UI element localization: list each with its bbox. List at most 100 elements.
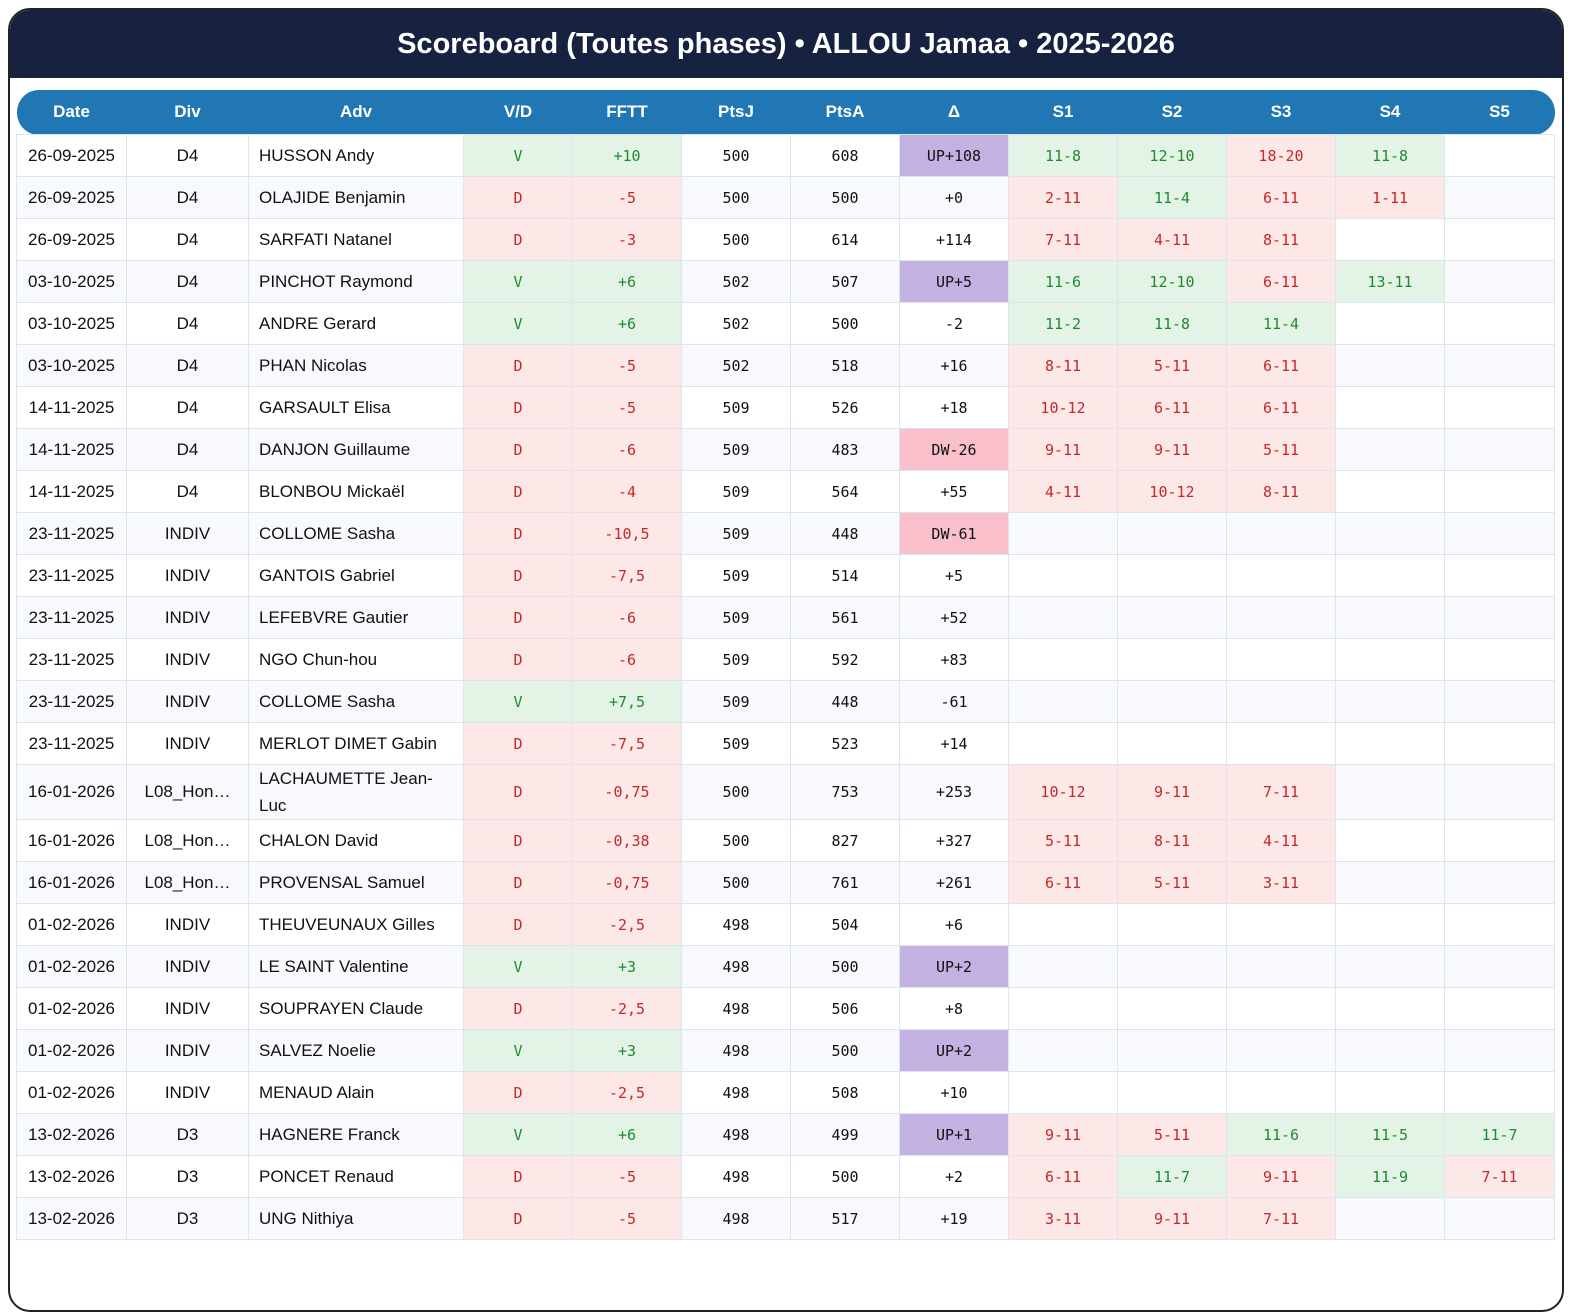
- fftt-points-cell: +10: [572, 134, 682, 177]
- set-3-cell: [1226, 903, 1336, 946]
- column-header-s3[interactable]: S3: [1226, 90, 1336, 135]
- table-row[interactable]: 01-02-2026 INDIV SOUPRAYEN Claude D -2,5 498 5…: [16, 987, 1555, 1030]
- table-row[interactable]: 26-09-2025 D4 OLAJIDE Benjamin D -5 500 500 +0 2…: [16, 176, 1555, 219]
- table-row[interactable]: 26-09-2025 D4 HUSSON Andy V +10 500 608 UP+108 1…: [16, 134, 1555, 177]
- column-header-ptsj[interactable]: PtsJ: [681, 90, 791, 135]
- division-cell: D4: [126, 386, 249, 429]
- set-5-cell: 11-7: [1444, 1113, 1555, 1156]
- column-header-s4[interactable]: S4: [1335, 90, 1445, 135]
- set-3-cell: 5-11: [1226, 428, 1336, 471]
- fftt-points-cell: -3: [572, 218, 682, 261]
- delta-cell: +2: [899, 1155, 1009, 1198]
- table-row[interactable]: 14-11-2025 D4 GARSAULT Elisa D -5 509 526 +18 10…: [16, 386, 1555, 429]
- opponent-cell: OLAJIDE Benjamin: [248, 176, 464, 219]
- set-5-cell: [1444, 861, 1555, 904]
- table-row[interactable]: 01-02-2026 INDIV LE SAINT Valentine V +3 498 5…: [16, 945, 1555, 988]
- table-row[interactable]: 01-02-2026 INDIV THEUVEUNAUX Gilles D -2,5 49…: [16, 903, 1555, 946]
- set-4-cell: 11-9: [1335, 1155, 1445, 1198]
- opponent-points-cell: 508: [790, 1071, 900, 1114]
- player-points-cell: 502: [681, 344, 791, 387]
- opponent-cell: PINCHOT Raymond: [248, 260, 464, 303]
- opponent-cell: SARFATI Natanel: [248, 218, 464, 261]
- delta-cell: +6: [899, 903, 1009, 946]
- set-2-cell: [1117, 945, 1227, 988]
- result-cell: D: [463, 987, 573, 1030]
- fftt-points-cell: -4: [572, 470, 682, 513]
- player-points-cell: 498: [681, 1155, 791, 1198]
- table-row[interactable]: 03-10-2025 D4 ANDRE Gerard V +6 502 500 -2 11-2 1…: [16, 302, 1555, 345]
- division-cell: INDIV: [126, 638, 249, 681]
- set-5-cell: [1444, 987, 1555, 1030]
- table-row[interactable]: 23-11-2025 INDIV LEFEBVRE Gautier D -6 509 561…: [16, 596, 1555, 639]
- set-4-cell: [1335, 512, 1445, 555]
- fftt-points-cell: -0,75: [572, 764, 682, 820]
- set-2-cell: [1117, 1029, 1227, 1072]
- fftt-points-cell: -5: [572, 344, 682, 387]
- division-cell: INDIV: [126, 554, 249, 597]
- column-header-s1[interactable]: S1: [1008, 90, 1118, 135]
- delta-cell: +10: [899, 1071, 1009, 1114]
- table-row[interactable]: 13-02-2026 D3 HAGNERE Franck V +6 498 499 UP+1 9…: [16, 1113, 1555, 1156]
- column-header-fftt[interactable]: FFTT: [572, 90, 682, 135]
- table-row[interactable]: 13-02-2026 D3 UNG Nithiya D -5 498 517 +19 3-11 9…: [16, 1197, 1555, 1240]
- set-3-cell: 6-11: [1226, 386, 1336, 429]
- table-row[interactable]: 01-02-2026 INDIV SALVEZ Noelie V +3 498 500 UP+…: [16, 1029, 1555, 1072]
- set-5-cell: [1444, 1197, 1555, 1240]
- column-header-date[interactable]: Date: [16, 90, 127, 135]
- opponent-cell: ANDRE Gerard: [248, 302, 464, 345]
- opponent-points-cell: 448: [790, 512, 900, 555]
- table-row[interactable]: 03-10-2025 D4 PINCHOT Raymond V +6 502 507 UP+5…: [16, 260, 1555, 303]
- set-2-cell: [1117, 638, 1227, 681]
- set-4-cell: 13-11: [1335, 260, 1445, 303]
- table-row[interactable]: 26-09-2025 D4 SARFATI Natanel D -3 500 614 +114…: [16, 218, 1555, 261]
- set-1-cell: [1008, 722, 1118, 765]
- opponent-points-cell: 500: [790, 302, 900, 345]
- column-header-ptsa[interactable]: PtsA: [790, 90, 900, 135]
- set-1-cell: 7-11: [1008, 218, 1118, 261]
- date-cell: 01-02-2026: [16, 1029, 127, 1072]
- set-1-cell: [1008, 903, 1118, 946]
- division-cell: L08_Hon…: [126, 819, 249, 862]
- table-row[interactable]: 23-11-2025 INDIV COLLOME Sasha D -10,5 509 448…: [16, 512, 1555, 555]
- column-header-vd[interactable]: V/D: [463, 90, 573, 135]
- table-row[interactable]: 23-11-2025 INDIV GANTOIS Gabriel D -7,5 509 51…: [16, 554, 1555, 597]
- date-cell: 26-09-2025: [16, 176, 127, 219]
- table-row[interactable]: 13-02-2026 D3 PONCET Renaud D -5 498 500 +2 6-11…: [16, 1155, 1555, 1198]
- table-row[interactable]: 01-02-2026 INDIV MENAUD Alain D -2,5 498 508 +1…: [16, 1071, 1555, 1114]
- column-header-adv[interactable]: Adv: [248, 90, 464, 135]
- column-header-delta[interactable]: Δ: [899, 90, 1009, 135]
- table-row[interactable]: 16-01-2026 L08_Hon… LACHAUMETTE Jean-Luc D -…: [16, 764, 1555, 820]
- table-row[interactable]: 03-10-2025 D4 PHAN Nicolas D -5 502 518 +16 8-11…: [16, 344, 1555, 387]
- fftt-points-cell: -7,5: [572, 722, 682, 765]
- division-cell: D3: [126, 1155, 249, 1198]
- delta-cell: +327: [899, 819, 1009, 862]
- set-1-cell: 11-6: [1008, 260, 1118, 303]
- opponent-cell: CHALON David: [248, 819, 464, 862]
- date-cell: 01-02-2026: [16, 945, 127, 988]
- table-row[interactable]: 16-01-2026 L08_Hon… PROVENSAL Samuel D -0,75…: [16, 861, 1555, 904]
- table-row[interactable]: 23-11-2025 INDIV COLLOME Sasha V +7,5 509 448-…: [16, 680, 1555, 723]
- result-cell: D: [463, 470, 573, 513]
- set-2-cell: [1117, 903, 1227, 946]
- set-1-cell: 3-11: [1008, 1197, 1118, 1240]
- set-4-cell: [1335, 428, 1445, 471]
- set-5-cell: 7-11: [1444, 1155, 1555, 1198]
- delta-cell: +0: [899, 176, 1009, 219]
- table-row[interactable]: 14-11-2025 D4 BLONBOU Mickaël D -4 509 564 +55 4…: [16, 470, 1555, 513]
- table-row[interactable]: 14-11-2025 D4 DANJON Guillaume D -6 509 483 DW-…: [16, 428, 1555, 471]
- player-points-cell: 509: [681, 554, 791, 597]
- set-4-cell: [1335, 819, 1445, 862]
- column-header-s5[interactable]: S5: [1444, 90, 1555, 135]
- column-header-s2[interactable]: S2: [1117, 90, 1227, 135]
- opponent-cell: LE SAINT Valentine: [248, 945, 464, 988]
- table-row[interactable]: 23-11-2025 INDIV NGO Chun-hou D -6 509 592 +83: [16, 638, 1555, 681]
- table-row[interactable]: 16-01-2026 L08_Hon… CHALON David D -0,38 500 8…: [16, 819, 1555, 862]
- table-row[interactable]: 23-11-2025 INDIV MERLOT DIMET Gabin D -7,5 50…: [16, 722, 1555, 765]
- date-cell: 14-11-2025: [16, 428, 127, 471]
- column-header-div[interactable]: Div: [126, 90, 249, 135]
- set-5-cell: [1444, 512, 1555, 555]
- result-cell: V: [463, 260, 573, 303]
- delta-cell: +52: [899, 596, 1009, 639]
- division-cell: D4: [126, 134, 249, 177]
- set-5-cell: [1444, 903, 1555, 946]
